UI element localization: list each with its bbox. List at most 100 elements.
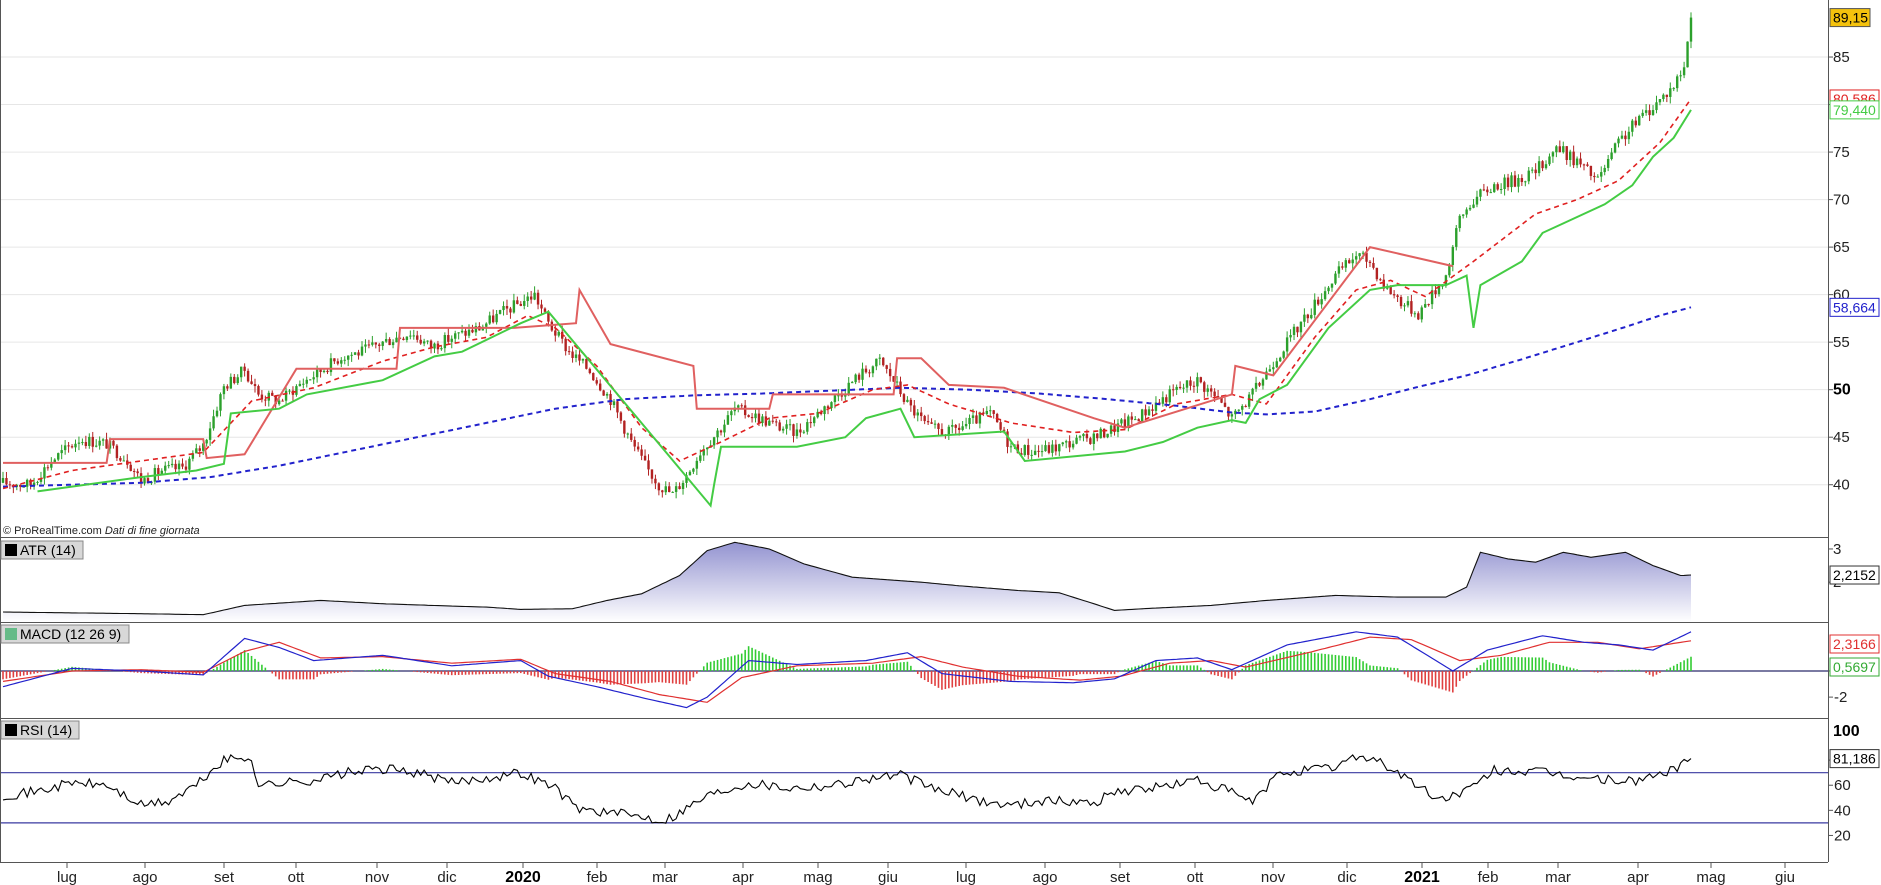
- candle[interactable]: [871, 365, 875, 378]
- candle[interactable]: [674, 482, 678, 499]
- candle[interactable]: [1051, 440, 1054, 457]
- candle[interactable]: [471, 324, 474, 334]
- candle[interactable]: [1627, 126, 1631, 145]
- candle[interactable]: [222, 383, 226, 400]
- candle[interactable]: [1172, 384, 1175, 397]
- candle[interactable]: [1071, 440, 1075, 450]
- candle[interactable]: [1399, 294, 1403, 309]
- candle[interactable]: [1030, 449, 1033, 460]
- candle[interactable]: [1686, 41, 1689, 68]
- candle[interactable]: [1565, 146, 1568, 165]
- candle[interactable]: [101, 438, 105, 446]
- candle[interactable]: [143, 476, 146, 486]
- candle[interactable]: [1044, 440, 1047, 452]
- candle[interactable]: [536, 289, 540, 310]
- candle[interactable]: [1064, 439, 1068, 449]
- candle[interactable]: [1527, 167, 1530, 185]
- candle[interactable]: [516, 296, 519, 305]
- candle[interactable]: [443, 332, 447, 353]
- candle[interactable]: [1099, 427, 1102, 439]
- candle[interactable]: [1258, 381, 1261, 387]
- candle[interactable]: [1586, 162, 1589, 167]
- candle[interactable]: [284, 387, 288, 406]
- candle[interactable]: [747, 414, 750, 418]
- candle[interactable]: [1420, 305, 1423, 323]
- candle[interactable]: [647, 454, 650, 476]
- candle[interactable]: [1413, 311, 1417, 318]
- candle[interactable]: [1175, 384, 1178, 395]
- candle[interactable]: [668, 482, 671, 493]
- candle[interactable]: [1493, 182, 1496, 193]
- candle[interactable]: [436, 340, 440, 354]
- candle[interactable]: [916, 409, 919, 422]
- candle[interactable]: [951, 419, 954, 434]
- candle[interactable]: [350, 352, 353, 362]
- candle[interactable]: [1375, 267, 1379, 282]
- candle[interactable]: [799, 423, 802, 438]
- candle[interactable]: [488, 311, 491, 325]
- candle[interactable]: [1510, 172, 1513, 193]
- candle[interactable]: [1192, 381, 1196, 393]
- candle[interactable]: [854, 373, 857, 385]
- candle[interactable]: [388, 337, 391, 346]
- candle[interactable]: [202, 442, 205, 456]
- candle[interactable]: [36, 480, 39, 486]
- candle[interactable]: [775, 418, 778, 427]
- candle[interactable]: [1268, 364, 1272, 372]
- candle[interactable]: [1185, 380, 1189, 393]
- candle[interactable]: [174, 459, 177, 475]
- candle[interactable]: [474, 322, 478, 336]
- candle[interactable]: [802, 429, 806, 435]
- candle[interactable]: [1234, 409, 1237, 419]
- candle[interactable]: [1254, 376, 1258, 392]
- candle[interactable]: [1075, 434, 1078, 445]
- candle[interactable]: [1047, 442, 1051, 455]
- candle[interactable]: [1189, 376, 1192, 391]
- candle[interactable]: [112, 440, 115, 449]
- candle[interactable]: [1648, 104, 1651, 122]
- candle[interactable]: [374, 342, 378, 349]
- candle[interactable]: [650, 469, 654, 484]
- candle[interactable]: [181, 458, 184, 470]
- candle[interactable]: [381, 340, 384, 351]
- candle[interactable]: [657, 482, 661, 496]
- candle[interactable]: [1354, 251, 1358, 265]
- candle[interactable]: [1209, 384, 1213, 398]
- candle[interactable]: [861, 362, 864, 387]
- candle[interactable]: [1665, 94, 1669, 103]
- candle[interactable]: [1320, 293, 1323, 309]
- candle[interactable]: [1310, 308, 1313, 320]
- candle[interactable]: [229, 373, 233, 389]
- candle[interactable]: [1617, 136, 1620, 148]
- candle[interactable]: [1289, 329, 1292, 342]
- candle[interactable]: [239, 366, 243, 382]
- candle[interactable]: [664, 481, 667, 496]
- candle[interactable]: [1261, 377, 1265, 390]
- candle[interactable]: [422, 338, 426, 347]
- candle[interactable]: [685, 472, 688, 488]
- candle[interactable]: [840, 390, 844, 401]
- candle[interactable]: [1675, 74, 1679, 92]
- candle[interactable]: [419, 334, 422, 345]
- candle[interactable]: [1147, 406, 1151, 416]
- fast-moving-average-line[interactable]: [2, 98, 1692, 490]
- candle[interactable]: [491, 309, 495, 324]
- candle[interactable]: [212, 409, 215, 431]
- candle[interactable]: [1427, 303, 1430, 307]
- candle[interactable]: [1606, 155, 1610, 172]
- candle[interactable]: [585, 356, 588, 370]
- candle[interactable]: [850, 380, 854, 384]
- candle[interactable]: [1537, 156, 1541, 177]
- candle[interactable]: [1068, 435, 1071, 453]
- candle[interactable]: [1558, 140, 1562, 153]
- candle[interactable]: [712, 436, 716, 449]
- candle[interactable]: [1116, 419, 1120, 438]
- candle[interactable]: [533, 286, 536, 301]
- candle[interactable]: [8, 481, 12, 490]
- candle[interactable]: [67, 442, 70, 453]
- candle[interactable]: [671, 491, 674, 493]
- candle[interactable]: [1468, 204, 1472, 212]
- candle[interactable]: [574, 349, 578, 363]
- candle[interactable]: [1082, 433, 1085, 442]
- macd-line[interactable]: [2, 631, 1692, 709]
